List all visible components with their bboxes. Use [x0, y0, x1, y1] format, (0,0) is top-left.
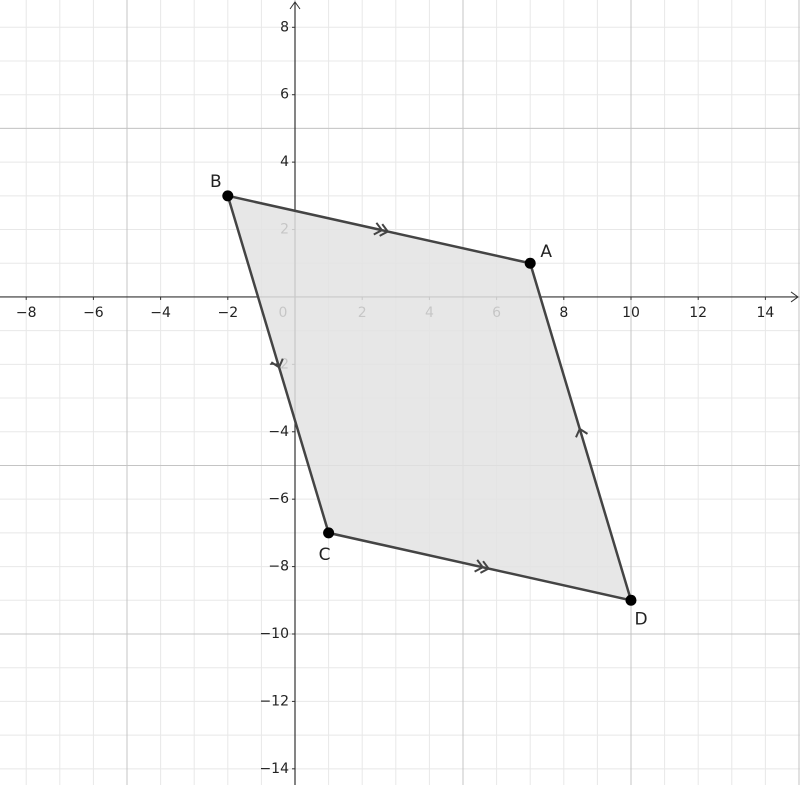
x-tick-label: −4: [150, 305, 171, 321]
point-label: C: [319, 545, 331, 565]
point-label: A: [540, 242, 552, 262]
parallel-mark: [379, 223, 390, 237]
y-tick-label: −4: [268, 424, 289, 440]
parallel-mark: [373, 222, 384, 236]
polygon: [225, 194, 633, 602]
point: [625, 594, 637, 606]
point: [323, 527, 335, 539]
x-tick-label: −6: [83, 305, 104, 321]
x-tick-label: −2: [217, 305, 238, 321]
y-tick-label: 6: [280, 87, 289, 103]
x-axis-arrow: [790, 291, 799, 303]
parallel-mark: [575, 427, 589, 438]
point: [524, 257, 536, 269]
y-tick-label: 4: [280, 154, 289, 170]
y-tick-label: −12: [259, 693, 289, 709]
y-axis-arrow: [289, 1, 301, 10]
y-tick-label: −14: [259, 761, 289, 777]
y-tick-label: 8: [280, 19, 289, 35]
point-label: B: [210, 172, 222, 192]
x-tick-label: 14: [756, 305, 774, 321]
x-tick-label: 8: [559, 305, 568, 321]
x-tick-label: 12: [689, 305, 707, 321]
y-tick-label: −8: [268, 559, 289, 575]
parallel-mark: [474, 559, 485, 573]
y-tick-label: −6: [268, 491, 289, 507]
point-label: D: [634, 609, 647, 629]
x-tick-label: 10: [622, 305, 640, 321]
parallel-mark: [270, 358, 284, 369]
x-tick-label: −8: [16, 305, 37, 321]
y-tick-label: −10: [259, 626, 289, 642]
parallel-mark: [479, 560, 491, 574]
point: [222, 190, 234, 202]
